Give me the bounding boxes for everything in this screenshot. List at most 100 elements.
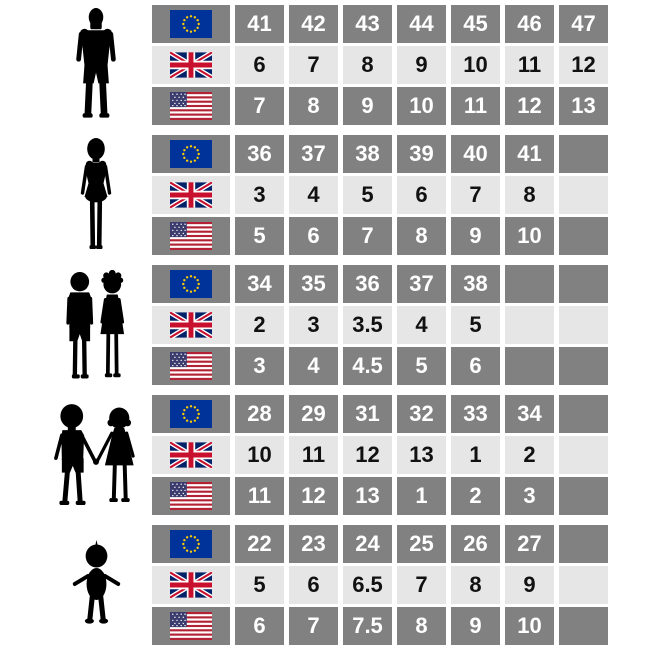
size-cell-man-us-4: 11: [451, 87, 500, 125]
eu-flag-icon: [170, 400, 212, 428]
size-cell-toddler-uk-3: 7: [397, 566, 446, 604]
size-cell-kids-eu-4: 33: [451, 395, 500, 433]
size-cell-woman-us-3: 8: [397, 217, 446, 255]
size-cell-toddler-eu-4: 26: [451, 525, 500, 563]
size-cell-children-eu-0: 34: [235, 265, 284, 303]
eu-flag-cell: [152, 395, 230, 433]
uk-flag-icon: [170, 182, 212, 208]
size-cell-woman-uk-6: [559, 176, 608, 214]
size-cell-toddler-us-1: 7: [289, 607, 338, 645]
size-cell-man-uk-3: 9: [397, 46, 446, 84]
toddler-silhouette-icon: [72, 540, 120, 624]
size-cell-toddler-uk-4: 8: [451, 566, 500, 604]
eu-flag-icon: [170, 530, 212, 558]
size-cell-toddler-uk-6: [559, 566, 608, 604]
size-cell-man-us-5: 12: [505, 87, 554, 125]
size-cell-man-uk-2: 8: [343, 46, 392, 84]
eu-flag-cell: [152, 135, 230, 173]
uk-flag-icon: [170, 312, 212, 338]
size-grid-kids: 28 29 31 32 33 34 10 11 12 13 1 2 11 12 13 1 2 3: [152, 395, 608, 515]
size-cell-man-uk-6: 12: [559, 46, 608, 84]
kids-holding-hands-silhouette-icon: [53, 404, 135, 506]
size-cell-woman-eu-0: 36: [235, 135, 284, 173]
size-cell-man-eu-3: 44: [397, 5, 446, 43]
uk-flag-cell: [152, 436, 230, 474]
size-cell-toddler-us-0: 6: [235, 607, 284, 645]
size-cell-toddler-us-6: [559, 607, 608, 645]
silhouette-children: [0, 265, 152, 385]
size-cell-man-uk-1: 7: [289, 46, 338, 84]
uk-flag-cell: [152, 306, 230, 344]
us-flag-cell: [152, 477, 230, 515]
silhouette-man: [0, 5, 152, 125]
size-cell-woman-eu-4: 40: [451, 135, 500, 173]
size-cell-kids-eu-1: 29: [289, 395, 338, 433]
size-cell-man-eu-5: 46: [505, 5, 554, 43]
silhouette-toddler: [0, 525, 152, 645]
size-cell-man-uk-0: 6: [235, 46, 284, 84]
us-flag-cell: [152, 87, 230, 125]
size-cell-children-uk-4: 5: [451, 306, 500, 344]
size-cell-toddler-eu-0: 22: [235, 525, 284, 563]
size-cell-toddler-uk-5: 9: [505, 566, 554, 604]
size-cell-toddler-eu-6: [559, 525, 608, 563]
size-cell-children-uk-2: 3.5: [343, 306, 392, 344]
silhouette-kids: [0, 395, 152, 515]
size-cell-children-us-2: 4.5: [343, 347, 392, 385]
size-cell-children-us-4: 6: [451, 347, 500, 385]
size-cell-man-us-3: 10: [397, 87, 446, 125]
size-cell-woman-eu-1: 37: [289, 135, 338, 173]
eu-flag-icon: [170, 270, 212, 298]
size-cell-children-eu-6: [559, 265, 608, 303]
us-flag-cell: [152, 217, 230, 255]
size-cell-children-eu-1: 35: [289, 265, 338, 303]
size-cell-kids-uk-4: 1: [451, 436, 500, 474]
size-cell-kids-us-4: 2: [451, 477, 500, 515]
uk-flag-icon: [170, 572, 212, 598]
uk-flag-cell: [152, 566, 230, 604]
size-cell-children-us-5: [505, 347, 554, 385]
size-cell-children-us-1: 4: [289, 347, 338, 385]
size-cell-toddler-uk-2: 6.5: [343, 566, 392, 604]
size-cell-kids-us-2: 13: [343, 477, 392, 515]
size-grid-men: 41 42 43 44 45 46 47 6 7 8 9 10 11 12 7 8 9 10 11 12 13: [152, 5, 608, 125]
us-flag-icon: [170, 612, 212, 640]
group-toddlers: 22 23 24 25 26 27 5 6 6.5 7 8 9 6 7 7.5 8 9 10: [0, 525, 650, 645]
group-men: 41 42 43 44 45 46 47 6 7 8 9 10 11 12 7 8 9 10 11 12 13: [0, 5, 650, 125]
us-flag-icon: [170, 92, 212, 120]
size-cell-man-us-6: 13: [559, 87, 608, 125]
size-cell-toddler-uk-0: 5: [235, 566, 284, 604]
size-cell-children-uk-5: [505, 306, 554, 344]
us-flag-icon: [170, 222, 212, 250]
size-cell-woman-eu-6: [559, 135, 608, 173]
eu-flag-cell: [152, 525, 230, 563]
size-cell-woman-us-1: 6: [289, 217, 338, 255]
size-cell-woman-uk-0: 3: [235, 176, 284, 214]
size-cell-children-uk-6: [559, 306, 608, 344]
size-cell-man-uk-4: 10: [451, 46, 500, 84]
uk-flag-cell: [152, 176, 230, 214]
group-kids: 28 29 31 32 33 34 10 11 12 13 1 2 11 12 13 1 2 3: [0, 395, 650, 515]
size-cell-toddler-us-3: 8: [397, 607, 446, 645]
size-cell-woman-uk-3: 6: [397, 176, 446, 214]
us-flag-cell: [152, 347, 230, 385]
size-cell-woman-eu-5: 41: [505, 135, 554, 173]
size-cell-kids-uk-3: 13: [397, 436, 446, 474]
size-cell-woman-us-2: 7: [343, 217, 392, 255]
man-silhouette-icon: [76, 8, 116, 118]
size-grid-children: 34 35 36 37 38 2 3 3.5 4 5 3 4 4.5 5 6: [152, 265, 608, 385]
size-cell-kids-uk-2: 12: [343, 436, 392, 474]
size-cell-children-eu-4: 38: [451, 265, 500, 303]
size-cell-woman-eu-2: 38: [343, 135, 392, 173]
eu-flag-icon: [170, 140, 212, 168]
size-cell-toddler-eu-3: 25: [397, 525, 446, 563]
size-cell-children-us-0: 3: [235, 347, 284, 385]
size-cell-toddler-uk-1: 6: [289, 566, 338, 604]
size-cell-kids-uk-1: 11: [289, 436, 338, 474]
size-cell-kids-uk-5: 2: [505, 436, 554, 474]
size-cell-children-uk-0: 2: [235, 306, 284, 344]
size-cell-kids-eu-0: 28: [235, 395, 284, 433]
size-cell-toddler-us-4: 9: [451, 607, 500, 645]
